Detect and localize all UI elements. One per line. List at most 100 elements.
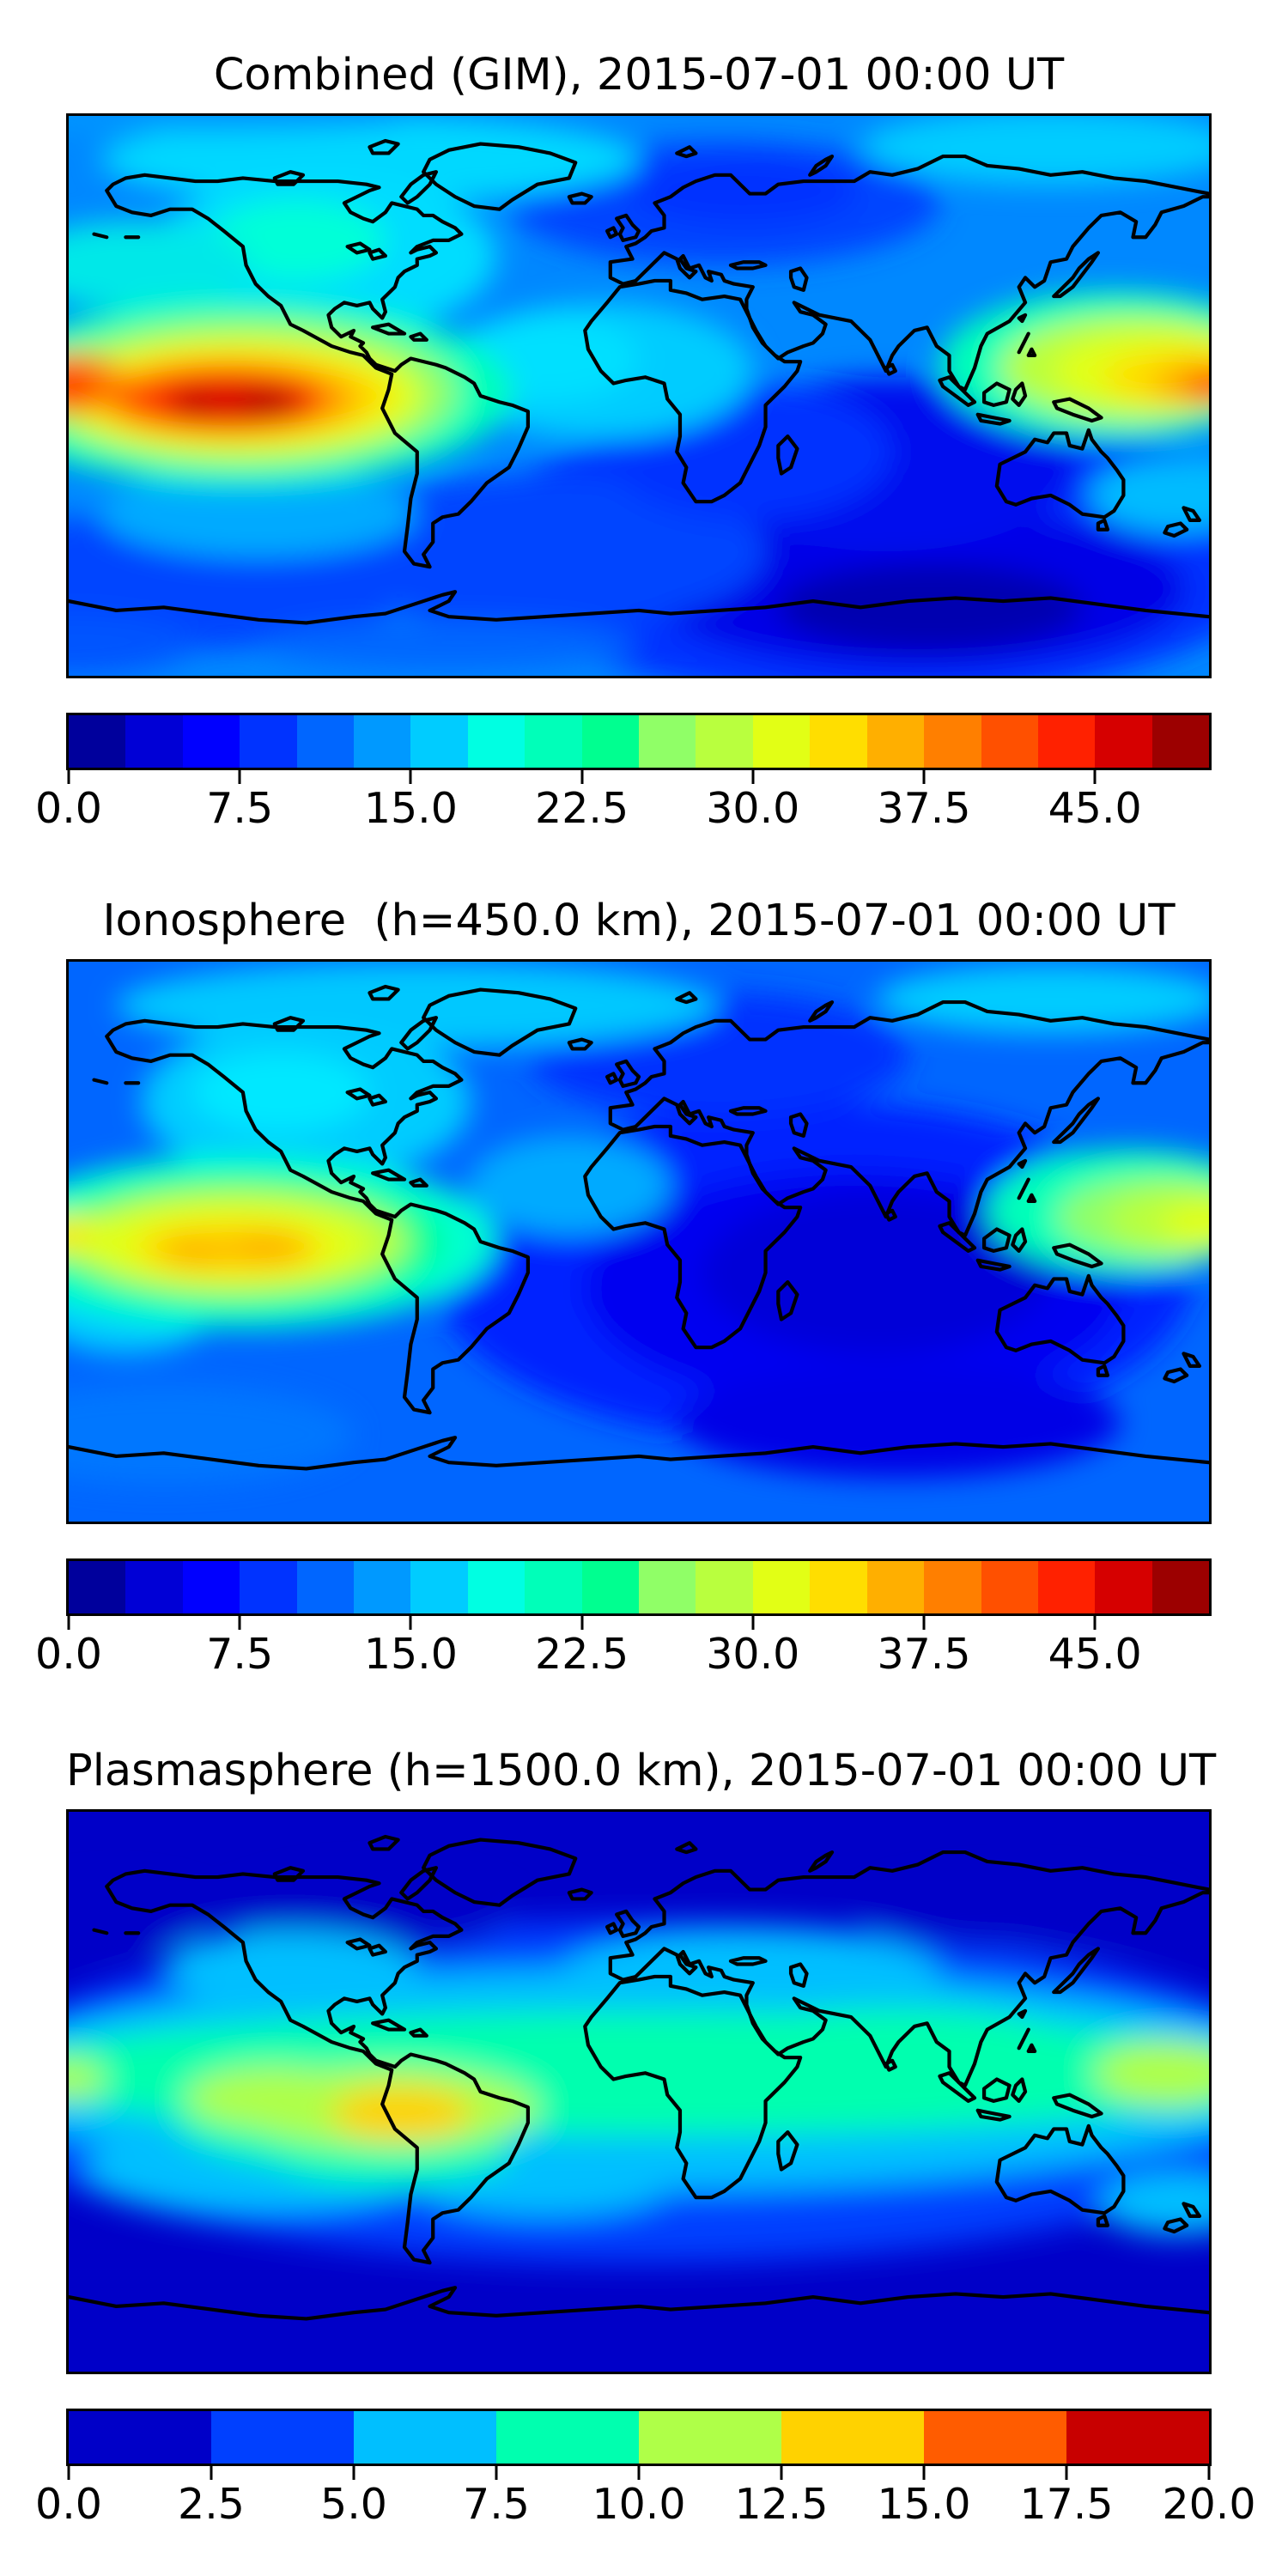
colorbar-tick-mark	[409, 770, 412, 784]
panel-title: Combined (GIM), 2015-07-01 00:00 UT	[213, 50, 1065, 100]
colorbar-tick-mark	[67, 2466, 70, 2480]
colorbar-tick-mark	[751, 770, 755, 784]
colorbar-segment	[752, 715, 811, 768]
colorbar-segment	[981, 715, 1038, 768]
colorbar-tick-mark	[580, 1616, 584, 1630]
panel-combined-gim: Combined (GIM), 2015-07-01 00:00 UT	[0, 0, 1288, 859]
colorbar-tick-mark	[922, 2466, 926, 2480]
colorbar-tick-label: 30.0	[706, 784, 800, 833]
tec-field	[69, 962, 1209, 1485]
colorbar-segment	[467, 1561, 526, 1613]
colorbar-tick-label: 37.5	[877, 784, 971, 833]
colorbar-segment	[981, 1561, 1038, 1613]
colorbar-tick-mark	[751, 1616, 755, 1630]
colorbar-tick-mark	[67, 1616, 70, 1630]
contour-field-svg	[69, 962, 1209, 1522]
colorbar-segment	[1037, 1561, 1096, 1613]
colorbar-tick-label: 0.0	[35, 1630, 102, 1679]
colorbar-tick-label: 0.0	[35, 784, 102, 833]
colorbar-tick-label: 10.0	[592, 2480, 686, 2529]
colorbar-segment	[296, 715, 355, 768]
colorbar-segment	[924, 715, 981, 768]
colorbar-tick-mark	[210, 2466, 213, 2480]
colorbar-tick-mark	[67, 770, 70, 784]
colorbar-segment	[69, 2411, 211, 2464]
colorbar-segment	[125, 715, 183, 768]
colorbar-segment	[182, 1561, 240, 1613]
colorbar-plasmasphere	[66, 2409, 1212, 2466]
colorbar-tick-mark	[780, 2466, 783, 2480]
coastlines	[69, 138, 1209, 625]
tec-field	[69, 1877, 1209, 2263]
colorbar-segment	[810, 715, 867, 768]
colorbar-segment	[354, 2411, 496, 2464]
colorbar-segment	[296, 1561, 355, 1613]
colorbar-combined	[66, 713, 1212, 770]
colorbar-tick-mark	[409, 1616, 412, 1630]
colorbar-segment	[69, 715, 126, 768]
colorbar-tick-mark	[1207, 2466, 1211, 2480]
colorbar-tick-label: 45.0	[1048, 1630, 1142, 1679]
colorbar-segment	[1151, 715, 1210, 768]
colorbar-tick-label: 7.5	[206, 1630, 274, 1679]
colorbar-tick-mark	[495, 2466, 498, 2480]
colorbar-tick-label: 30.0	[706, 1630, 800, 1679]
colorbar-segment	[924, 2411, 1066, 2464]
contour-field-svg	[69, 116, 1209, 676]
colorbar-tick-label: 22.5	[535, 1630, 629, 1679]
colorbar-segment	[752, 1561, 811, 1613]
colorbar-segment	[1151, 1561, 1210, 1613]
colorbar-tick-label: 15.0	[363, 1630, 458, 1679]
colorbar-tick-label: 12.5	[734, 2480, 829, 2529]
colorbar-tick-label: 37.5	[877, 1630, 971, 1679]
world-map-ionosphere	[66, 959, 1212, 1524]
colorbar-tick-label: 5.0	[320, 2480, 387, 2529]
colorbar-segment	[639, 715, 696, 768]
colorbar-segment	[696, 715, 753, 768]
colorbar-segment	[467, 715, 526, 768]
tec-field	[69, 116, 1209, 676]
world-map-combined	[66, 113, 1212, 678]
colorbar-ticks-plasmasphere: 0.0 2.5 5.0 7.5 10.0 12.5 15.0 17.5 20.0	[35, 2466, 1256, 2543]
colorbar-segment	[1066, 2411, 1209, 2464]
colorbar-tick-mark	[1093, 770, 1097, 784]
colorbar-segment	[866, 1561, 925, 1613]
colorbar-ticks-ionosphere: 0.0 7.5 15.0 22.5 30.0 37.5 45.0	[35, 1616, 1209, 1693]
colorbar-tick-label: 17.5	[1019, 2480, 1114, 2529]
colorbar-tick-mark	[580, 770, 584, 784]
colorbar-segment	[410, 715, 468, 768]
colorbar-segment	[696, 1561, 753, 1613]
colorbar-segment	[496, 2411, 639, 2464]
colorbar-segment	[639, 1561, 696, 1613]
world-map-plasmasphere	[66, 1809, 1212, 2374]
colorbar-tick-label: 7.5	[463, 2480, 530, 2529]
colorbar-segment	[182, 715, 240, 768]
colorbar-segment	[581, 1561, 640, 1613]
colorbar-tick-label: 15.0	[877, 2480, 971, 2529]
colorbar-segment	[525, 715, 582, 768]
colorbar-segment	[125, 1561, 183, 1613]
colorbar-segment	[866, 715, 925, 768]
contour-field-svg	[69, 1812, 1209, 2372]
colorbar-tick-label: 45.0	[1048, 784, 1142, 833]
colorbar-tick-mark	[637, 2466, 641, 2480]
colorbar-segment	[410, 1561, 468, 1613]
colorbar-segment	[354, 715, 411, 768]
colorbar-tick-mark	[922, 770, 926, 784]
colorbar-segment	[1095, 715, 1152, 768]
colorbar-segment	[525, 1561, 582, 1613]
colorbar-segment	[1037, 715, 1096, 768]
panel-ionosphere: Ionosphere (h=450.0 km), 2015-07-01 00:0…	[0, 846, 1288, 1704]
colorbar-tick-mark	[1065, 2466, 1068, 2480]
colorbar-segment	[639, 2411, 781, 2464]
colorbar-segment	[581, 715, 640, 768]
colorbar-tick-label: 15.0	[363, 784, 458, 833]
panel-title: Plasmasphere (h=1500.0 km), 2015-07-01 0…	[66, 1746, 1217, 1796]
colorbar-tick-label: 7.5	[206, 784, 274, 833]
colorbar-tick-mark	[238, 1616, 241, 1630]
colorbar-segment	[924, 1561, 981, 1613]
colorbar-segment	[69, 1561, 126, 1613]
panel-plasmasphere: Plasmasphere (h=1500.0 km), 2015-07-01 0…	[0, 1696, 1288, 2555]
colorbar-tick-mark	[352, 2466, 355, 2480]
colorbar-segment	[240, 715, 297, 768]
